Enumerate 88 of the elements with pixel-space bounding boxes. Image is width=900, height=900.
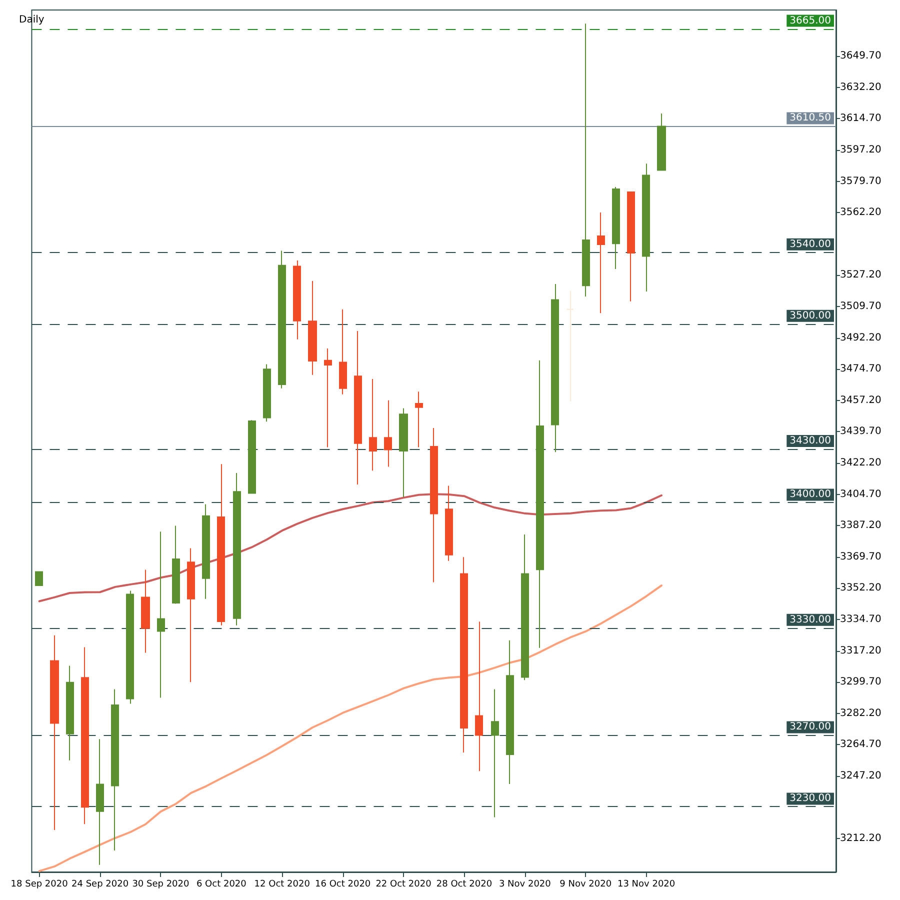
candlestick	[445, 485, 453, 562]
candlestick	[187, 548, 195, 683]
candlestick	[369, 378, 377, 472]
candlestick	[627, 192, 635, 302]
candlestick	[233, 472, 241, 626]
y-tick-label: 3439.70	[840, 426, 882, 438]
x-tick-label: 3 Nov 2020	[498, 880, 552, 890]
y-tick-label: 3422.20	[840, 457, 882, 468]
candlestick	[460, 556, 468, 754]
candlestick	[293, 260, 301, 340]
candlestick	[551, 283, 559, 453]
candlestick	[96, 738, 104, 866]
line-series	[38, 584, 662, 872]
ref-line-label: 3500.00	[790, 310, 831, 322]
candlestick	[597, 212, 605, 314]
x-tick-label: 9 Nov 2020	[560, 880, 612, 890]
y-tick-label: 3579.70	[840, 176, 882, 187]
candlestick	[354, 330, 362, 485]
y-tick-label: 3369.70	[840, 551, 882, 562]
y-tick-label: 3614.70	[840, 113, 882, 124]
candlestick	[475, 621, 483, 772]
y-tick-label: 3509.70	[840, 301, 882, 312]
candlestick	[566, 290, 574, 402]
x-tick-label: 16 Oct 2020	[314, 880, 371, 890]
y-tick-label: 3264.70	[840, 739, 882, 750]
x-tick-label: 18 Sep 2020	[10, 880, 68, 890]
y-tick-label: 3649.70	[840, 50, 882, 62]
ref-line-label: 3230.00	[790, 793, 831, 804]
candlestick	[430, 427, 438, 583]
candlestick	[141, 569, 150, 654]
y-tick-label: 3597.20	[840, 144, 882, 156]
x-tick-label: 30 Sep 2020	[132, 880, 190, 890]
candlestick	[324, 348, 332, 448]
candlestick	[612, 186, 620, 270]
y-tick-label: 3212.20	[840, 833, 882, 844]
y-tick-label: 3474.70	[840, 364, 882, 375]
candlestick	[157, 531, 165, 698]
candlestick	[217, 464, 225, 626]
candlestick	[582, 23, 590, 297]
candlestick	[308, 280, 317, 376]
x-tick-label: 28 Oct 2020	[436, 880, 492, 890]
candlestick	[66, 665, 74, 761]
y-tick-label: 3387.20	[840, 520, 882, 532]
y-tick-label: 3352.20	[840, 582, 882, 594]
y-tick-label: 3282.20	[840, 708, 882, 719]
candlestick	[278, 250, 286, 389]
candlestick	[491, 688, 499, 818]
y-tick-label: 3299.70	[840, 676, 882, 688]
ref-line-label: 3610.50	[790, 112, 831, 124]
ref-line-label: 3400.00	[790, 489, 831, 500]
ref-line-label: 3330.00	[790, 614, 831, 626]
candlestick	[657, 113, 666, 171]
y-tick-label: 3527.20	[840, 270, 882, 281]
ref-line-label: 3270.00	[790, 722, 831, 733]
x-tick-label: 22 Oct 2020	[376, 880, 432, 890]
candlestick	[263, 364, 271, 422]
y-tick-label: 3317.20	[840, 645, 882, 656]
candlestick	[111, 688, 119, 852]
candlestick	[521, 534, 529, 681]
ref-line-label: 3540.00	[790, 238, 831, 250]
candlestick	[339, 308, 347, 395]
x-tick-label: 13 Nov 2020	[617, 880, 676, 890]
y-tick-label: 3334.70	[840, 614, 882, 625]
candlestick	[35, 571, 43, 586]
ref-line-label: 3430.00	[790, 436, 831, 447]
x-tick-label: 12 Oct 2020	[254, 880, 310, 890]
candlestick	[536, 360, 544, 648]
candlestick	[50, 634, 59, 830]
y-tick-label: 3404.70	[840, 488, 882, 500]
candlestick	[506, 640, 514, 785]
candlestick	[172, 525, 180, 604]
y-tick-label: 3632.20	[840, 82, 882, 93]
candlestick	[642, 163, 650, 292]
x-tick-label: 24 Sep 2020	[71, 880, 129, 890]
y-tick-label: 3492.20	[840, 332, 882, 344]
candlestick	[399, 408, 408, 498]
y-tick-label: 3457.20	[840, 394, 882, 406]
candlestick	[202, 504, 210, 600]
line-series	[38, 493, 662, 602]
candlestick	[384, 400, 392, 468]
candlestick	[248, 420, 256, 494]
x-tick-label: 6 Oct 2020	[196, 880, 247, 890]
candlestick	[81, 646, 89, 825]
candlestick	[126, 590, 134, 704]
ref-line-label: 3665.00	[790, 15, 831, 26]
y-tick-label: 3247.20	[840, 770, 882, 782]
y-tick-label: 3562.20	[840, 207, 882, 218]
candlestick	[415, 391, 423, 448]
